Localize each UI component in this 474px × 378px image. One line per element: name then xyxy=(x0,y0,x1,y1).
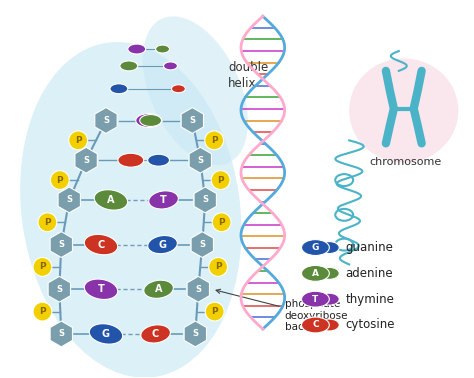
Ellipse shape xyxy=(319,319,339,331)
Text: P: P xyxy=(56,175,63,184)
Text: S: S xyxy=(189,116,195,125)
Ellipse shape xyxy=(301,265,329,281)
Ellipse shape xyxy=(301,317,329,333)
Text: A: A xyxy=(107,195,115,205)
Text: S: S xyxy=(83,156,89,165)
Ellipse shape xyxy=(301,240,329,256)
Ellipse shape xyxy=(148,235,177,254)
Ellipse shape xyxy=(143,16,248,165)
Ellipse shape xyxy=(110,84,128,94)
Ellipse shape xyxy=(319,293,339,305)
Ellipse shape xyxy=(20,42,241,378)
Circle shape xyxy=(205,302,224,321)
Text: P: P xyxy=(39,307,46,316)
Ellipse shape xyxy=(349,59,458,163)
Polygon shape xyxy=(75,147,97,173)
Text: guanine: guanine xyxy=(345,241,393,254)
Polygon shape xyxy=(50,321,73,347)
Text: A: A xyxy=(155,284,162,294)
Ellipse shape xyxy=(118,153,144,167)
Text: cytosine: cytosine xyxy=(345,319,395,332)
Polygon shape xyxy=(50,232,73,257)
Text: C: C xyxy=(152,329,159,339)
Text: S: S xyxy=(58,330,64,338)
Text: T: T xyxy=(160,195,167,205)
Text: P: P xyxy=(211,136,218,145)
Text: S: S xyxy=(197,156,203,165)
Text: G: G xyxy=(312,243,319,252)
Text: G: G xyxy=(158,240,166,249)
Polygon shape xyxy=(58,187,81,213)
Text: C: C xyxy=(97,240,105,249)
Text: double
helix: double helix xyxy=(228,61,268,90)
Text: P: P xyxy=(219,218,225,227)
Polygon shape xyxy=(184,321,207,347)
Text: A: A xyxy=(312,269,319,278)
Ellipse shape xyxy=(148,154,170,166)
Ellipse shape xyxy=(164,62,177,70)
Polygon shape xyxy=(189,147,211,173)
Text: P: P xyxy=(39,262,46,271)
Polygon shape xyxy=(187,276,210,302)
Ellipse shape xyxy=(94,190,128,210)
Circle shape xyxy=(38,213,57,232)
Ellipse shape xyxy=(319,267,339,279)
Polygon shape xyxy=(95,108,117,133)
Text: P: P xyxy=(75,136,82,145)
Text: P: P xyxy=(215,262,221,271)
Ellipse shape xyxy=(128,44,146,54)
Text: T: T xyxy=(312,295,319,304)
Text: P: P xyxy=(217,175,224,184)
Circle shape xyxy=(33,302,52,321)
Ellipse shape xyxy=(319,242,339,254)
Ellipse shape xyxy=(144,280,173,298)
Circle shape xyxy=(205,131,224,150)
Ellipse shape xyxy=(172,85,185,93)
Circle shape xyxy=(211,170,230,189)
Circle shape xyxy=(212,213,231,232)
Polygon shape xyxy=(48,276,71,302)
Ellipse shape xyxy=(84,234,118,255)
Text: adenine: adenine xyxy=(345,267,393,280)
Text: S: S xyxy=(202,195,208,204)
Ellipse shape xyxy=(155,45,170,53)
Ellipse shape xyxy=(140,115,162,127)
Ellipse shape xyxy=(120,61,138,71)
Circle shape xyxy=(209,257,228,276)
Text: S: S xyxy=(56,285,62,294)
Ellipse shape xyxy=(141,325,170,343)
Ellipse shape xyxy=(149,191,178,209)
Circle shape xyxy=(69,131,88,150)
Text: S: S xyxy=(103,116,109,125)
Text: S: S xyxy=(192,330,198,338)
Polygon shape xyxy=(191,232,213,257)
Text: P: P xyxy=(44,218,51,227)
Text: S: S xyxy=(66,195,72,204)
Text: S: S xyxy=(195,285,201,294)
Text: S: S xyxy=(199,240,205,249)
Text: T: T xyxy=(98,284,104,294)
Text: S: S xyxy=(58,240,64,249)
Circle shape xyxy=(50,170,69,189)
Circle shape xyxy=(33,257,52,276)
Text: phosphate
deoxyribose
backbone: phosphate deoxyribose backbone xyxy=(216,289,348,332)
Polygon shape xyxy=(194,187,217,213)
Polygon shape xyxy=(181,108,203,133)
Ellipse shape xyxy=(84,279,118,299)
Text: chromosome: chromosome xyxy=(370,157,442,167)
Text: C: C xyxy=(312,321,319,330)
Text: thymine: thymine xyxy=(345,293,394,306)
Ellipse shape xyxy=(89,324,123,344)
Ellipse shape xyxy=(136,113,162,127)
Text: G: G xyxy=(102,329,110,339)
Ellipse shape xyxy=(301,291,329,307)
Text: P: P xyxy=(211,307,218,316)
